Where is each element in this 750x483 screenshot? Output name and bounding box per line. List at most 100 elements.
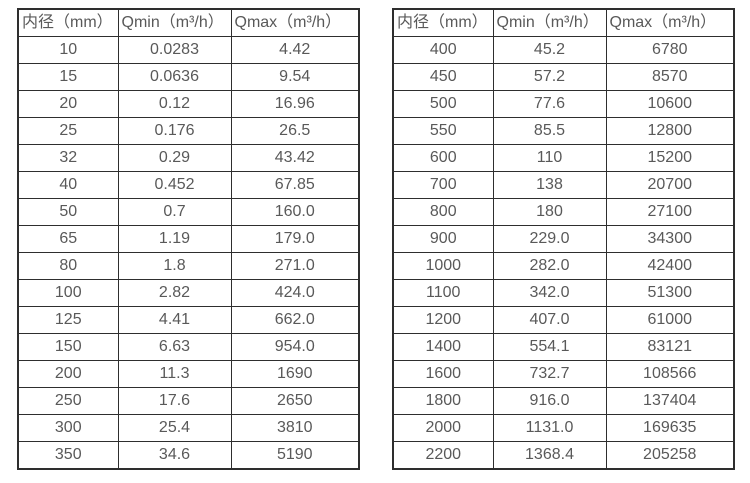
cell-qmax: 1690 — [230, 360, 360, 388]
cell-qmax: 5190 — [230, 441, 360, 470]
table-row: 700 138 20700 — [392, 171, 735, 199]
cell-diameter: 100 — [17, 279, 119, 307]
cell-diameter: 600 — [392, 144, 494, 172]
cell-diameter: 500 — [392, 90, 494, 118]
cell-qmin: 229.0 — [492, 225, 607, 253]
cell-qmin: 0.12 — [117, 90, 232, 118]
cell-qmax: 2650 — [230, 387, 360, 415]
cell-diameter: 2000 — [392, 414, 494, 442]
cell-qmax: 83121 — [605, 333, 735, 361]
table-row: 450 57.2 8570 — [392, 63, 735, 91]
table-row: 300 25.4 3810 — [17, 414, 360, 442]
cell-diameter: 200 — [17, 360, 119, 388]
cell-qmin: 85.5 — [492, 117, 607, 145]
cell-diameter: 700 — [392, 171, 494, 199]
column-header-qmax: Qmax（m³/h） — [230, 8, 360, 37]
cell-qmax: 51300 — [605, 279, 735, 307]
table-row: 350 34.6 5190 — [17, 441, 360, 470]
cell-diameter: 450 — [392, 63, 494, 91]
table-row: 80 1.8 271.0 — [17, 252, 360, 280]
cell-qmax: 27100 — [605, 198, 735, 226]
cell-qmin: 138 — [492, 171, 607, 199]
cell-qmax: 9.54 — [230, 63, 360, 91]
cell-diameter: 1600 — [392, 360, 494, 388]
table-row: 2200 1368.4 205258 — [392, 441, 735, 470]
cell-qmax: 43.42 — [230, 144, 360, 172]
cell-diameter: 250 — [17, 387, 119, 415]
cell-diameter: 400 — [392, 36, 494, 64]
table-row: 15 0.0636 9.54 — [17, 63, 360, 91]
table-row: 1100 342.0 51300 — [392, 279, 735, 307]
cell-diameter: 1100 — [392, 279, 494, 307]
cell-diameter: 800 — [392, 198, 494, 226]
cell-diameter: 32 — [17, 144, 119, 172]
cell-qmin: 11.3 — [117, 360, 232, 388]
cell-qmin: 1.8 — [117, 252, 232, 280]
table-row: 500 77.6 10600 — [392, 90, 735, 118]
cell-qmax: 108566 — [605, 360, 735, 388]
cell-qmax: 3810 — [230, 414, 360, 442]
table-row: 50 0.7 160.0 — [17, 198, 360, 226]
column-header-diameter: 内径（mm） — [17, 8, 119, 37]
cell-diameter: 1000 — [392, 252, 494, 280]
table-row: 1400 554.1 83121 — [392, 333, 735, 361]
cell-qmax: 15200 — [605, 144, 735, 172]
cell-qmax: 16.96 — [230, 90, 360, 118]
cell-qmin: 110 — [492, 144, 607, 172]
cell-diameter: 1400 — [392, 333, 494, 361]
cell-diameter: 50 — [17, 198, 119, 226]
cell-qmax: 424.0 — [230, 279, 360, 307]
table-row: 20 0.12 16.96 — [17, 90, 360, 118]
cell-qmax: 160.0 — [230, 198, 360, 226]
table-row: 200 11.3 1690 — [17, 360, 360, 388]
cell-qmin: 342.0 — [492, 279, 607, 307]
cell-diameter: 300 — [17, 414, 119, 442]
table-row: 1600 732.7 108566 — [392, 360, 735, 388]
cell-qmin: 732.7 — [492, 360, 607, 388]
cell-diameter: 2200 — [392, 441, 494, 470]
table-row: 1200 407.0 61000 — [392, 306, 735, 334]
cell-diameter: 25 — [17, 117, 119, 145]
cell-diameter: 20 — [17, 90, 119, 118]
cell-qmax: 8570 — [605, 63, 735, 91]
table-row: 10 0.0283 4.42 — [17, 36, 360, 64]
flow-table-small-diameters: 内径（mm） Qmin（m³/h） Qmax（m³/h） 10 0.0283 4.42 15… — [17, 8, 360, 470]
cell-qmin: 407.0 — [492, 306, 607, 334]
cell-qmin: 554.1 — [492, 333, 607, 361]
table-row: 1000 282.0 42400 — [392, 252, 735, 280]
cell-qmin: 0.7 — [117, 198, 232, 226]
cell-diameter: 40 — [17, 171, 119, 199]
cell-diameter: 65 — [17, 225, 119, 253]
table-row: 25 0.176 26.5 — [17, 117, 360, 145]
cell-qmax: 662.0 — [230, 306, 360, 334]
cell-qmax: 34300 — [605, 225, 735, 253]
cell-qmin: 17.6 — [117, 387, 232, 415]
cell-diameter: 15 — [17, 63, 119, 91]
cell-diameter: 150 — [17, 333, 119, 361]
cell-qmax: 205258 — [605, 441, 735, 470]
cell-diameter: 550 — [392, 117, 494, 145]
cell-qmin: 282.0 — [492, 252, 607, 280]
cell-qmin: 180 — [492, 198, 607, 226]
cell-diameter: 1200 — [392, 306, 494, 334]
cell-diameter: 350 — [17, 441, 119, 470]
flow-tables-container: 内径（mm） Qmin（m³/h） Qmax（m³/h） 10 0.0283 4.42 15… — [17, 8, 735, 470]
flow-table-large-diameters: 内径（mm） Qmin（m³/h） Qmax（m³/h） 400 45.2 6780 450… — [392, 8, 735, 470]
table-row: 150 6.63 954.0 — [17, 333, 360, 361]
cell-qmax: 6780 — [605, 36, 735, 64]
table-row: 250 17.6 2650 — [17, 387, 360, 415]
cell-qmax: 42400 — [605, 252, 735, 280]
header-row: 内径（mm） Qmin（m³/h） Qmax（m³/h） — [17, 8, 360, 37]
cell-qmax: 10600 — [605, 90, 735, 118]
cell-qmax: 26.5 — [230, 117, 360, 145]
cell-qmax: 954.0 — [230, 333, 360, 361]
cell-qmax: 169635 — [605, 414, 735, 442]
cell-qmin: 77.6 — [492, 90, 607, 118]
table-row: 550 85.5 12800 — [392, 117, 735, 145]
cell-qmin: 6.63 — [117, 333, 232, 361]
cell-qmin: 4.41 — [117, 306, 232, 334]
cell-qmin: 1.19 — [117, 225, 232, 253]
cell-qmin: 45.2 — [492, 36, 607, 64]
table-row: 2000 1131.0 169635 — [392, 414, 735, 442]
column-header-qmax: Qmax（m³/h） — [605, 8, 735, 37]
